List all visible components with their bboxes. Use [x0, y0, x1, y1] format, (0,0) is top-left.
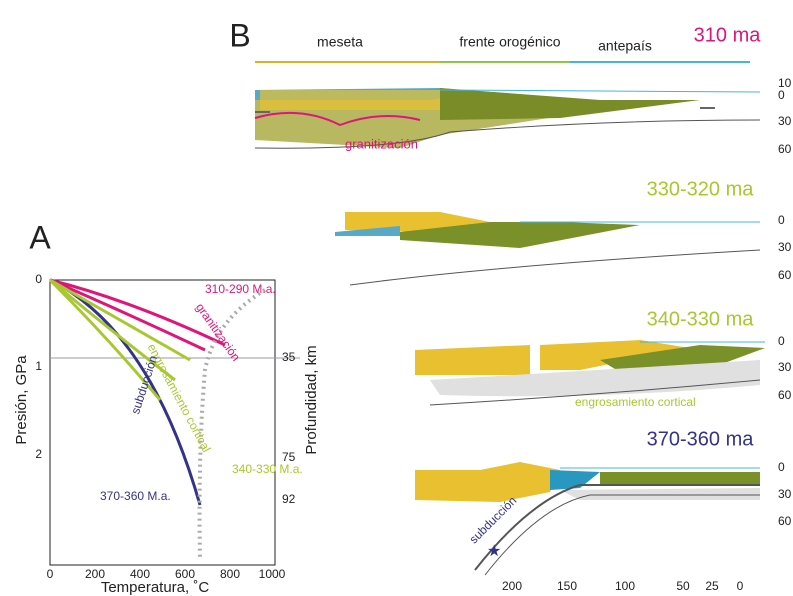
y-tick-label: 0 [35, 272, 42, 286]
section-age: 310 ma [694, 24, 762, 46]
plot-frame [50, 280, 275, 565]
y-axis-title: Presión, GPa [13, 355, 30, 445]
depth-tick: 0 [778, 88, 785, 102]
moho [350, 250, 760, 285]
depth-tick: 0 [778, 213, 785, 227]
distance-tick: 50 [676, 579, 690, 593]
depth-tick: 30 [778, 240, 792, 254]
distance-tick: 200 [502, 579, 522, 593]
section-label: engrosamiento cortical [575, 395, 696, 409]
figure: A 0 200 400 600 800 1000 0 1 2 35 75 92 … [0, 0, 793, 596]
annotation: 310-290 M.a. [205, 282, 276, 296]
depth-tick: 60 [778, 388, 792, 402]
y2-tick-label: 92 [282, 492, 296, 506]
section-age: 370-360 ma [647, 428, 755, 450]
star: ★ [487, 543, 501, 560]
plateau [260, 90, 440, 110]
panel-b: B meseta frente orogénico antepaís 310 m… [229, 17, 791, 593]
distance-tick: 0 [737, 579, 744, 593]
zone-label: frente orogénico [459, 34, 560, 50]
depth-tick: 60 [778, 268, 792, 282]
depth-tick: 60 [778, 514, 792, 528]
thrust [440, 88, 700, 120]
y-tick-label: 1 [35, 359, 42, 373]
x-tick-label: 800 [220, 567, 240, 581]
annotation: 340-330 M.a. [232, 462, 303, 476]
platform [600, 472, 760, 485]
annotation: 370-360 M.a. [100, 489, 171, 503]
x-axis-title: Temperatura, ˚C [101, 579, 210, 596]
panel-label: B [229, 17, 250, 53]
y2-tick-label: 35 [282, 350, 296, 364]
granite-path [50, 280, 205, 350]
section-label: granitización [345, 136, 418, 151]
annotation: subducción [128, 354, 160, 416]
depth-tick: 30 [778, 360, 792, 374]
section-340: 340-330 ma engrosamiento cortical 0 30 6… [415, 308, 792, 409]
y2-axis-title: Profundidad, km [303, 345, 320, 454]
panel-a: A 0 200 400 600 800 1000 0 1 2 35 75 92 … [13, 219, 320, 596]
depth-tick: 30 [778, 487, 792, 501]
plateau [415, 345, 530, 375]
lower-crust [560, 488, 760, 500]
distance-tick: 150 [557, 579, 577, 593]
section-330: 330-320 ma 0 30 60 [335, 178, 792, 285]
distance-tick: 25 [705, 579, 719, 593]
x-tick-label: 1000 [259, 567, 286, 581]
plateau [415, 462, 560, 502]
depth-tick: 60 [778, 142, 792, 156]
depth-tick: 30 [778, 114, 792, 128]
distance-axis: 200 150 100 50 25 0 [502, 579, 744, 593]
depth-tick: 0 [778, 460, 785, 474]
depth-tick: 0 [778, 334, 785, 348]
section-age: 340-330 ma [647, 308, 755, 330]
panel-label: A [29, 219, 51, 255]
section-age: 330-320 ma [647, 178, 755, 200]
section-370: ★ 370-360 ma subducción 0 30 60 [415, 428, 792, 575]
x-tick-label: 0 [47, 567, 54, 581]
y-tick-label: 2 [35, 447, 42, 461]
slab [485, 495, 760, 575]
zone-label: meseta [317, 34, 363, 50]
distance-tick: 100 [615, 579, 635, 593]
zone-label: antepaís [598, 38, 652, 54]
